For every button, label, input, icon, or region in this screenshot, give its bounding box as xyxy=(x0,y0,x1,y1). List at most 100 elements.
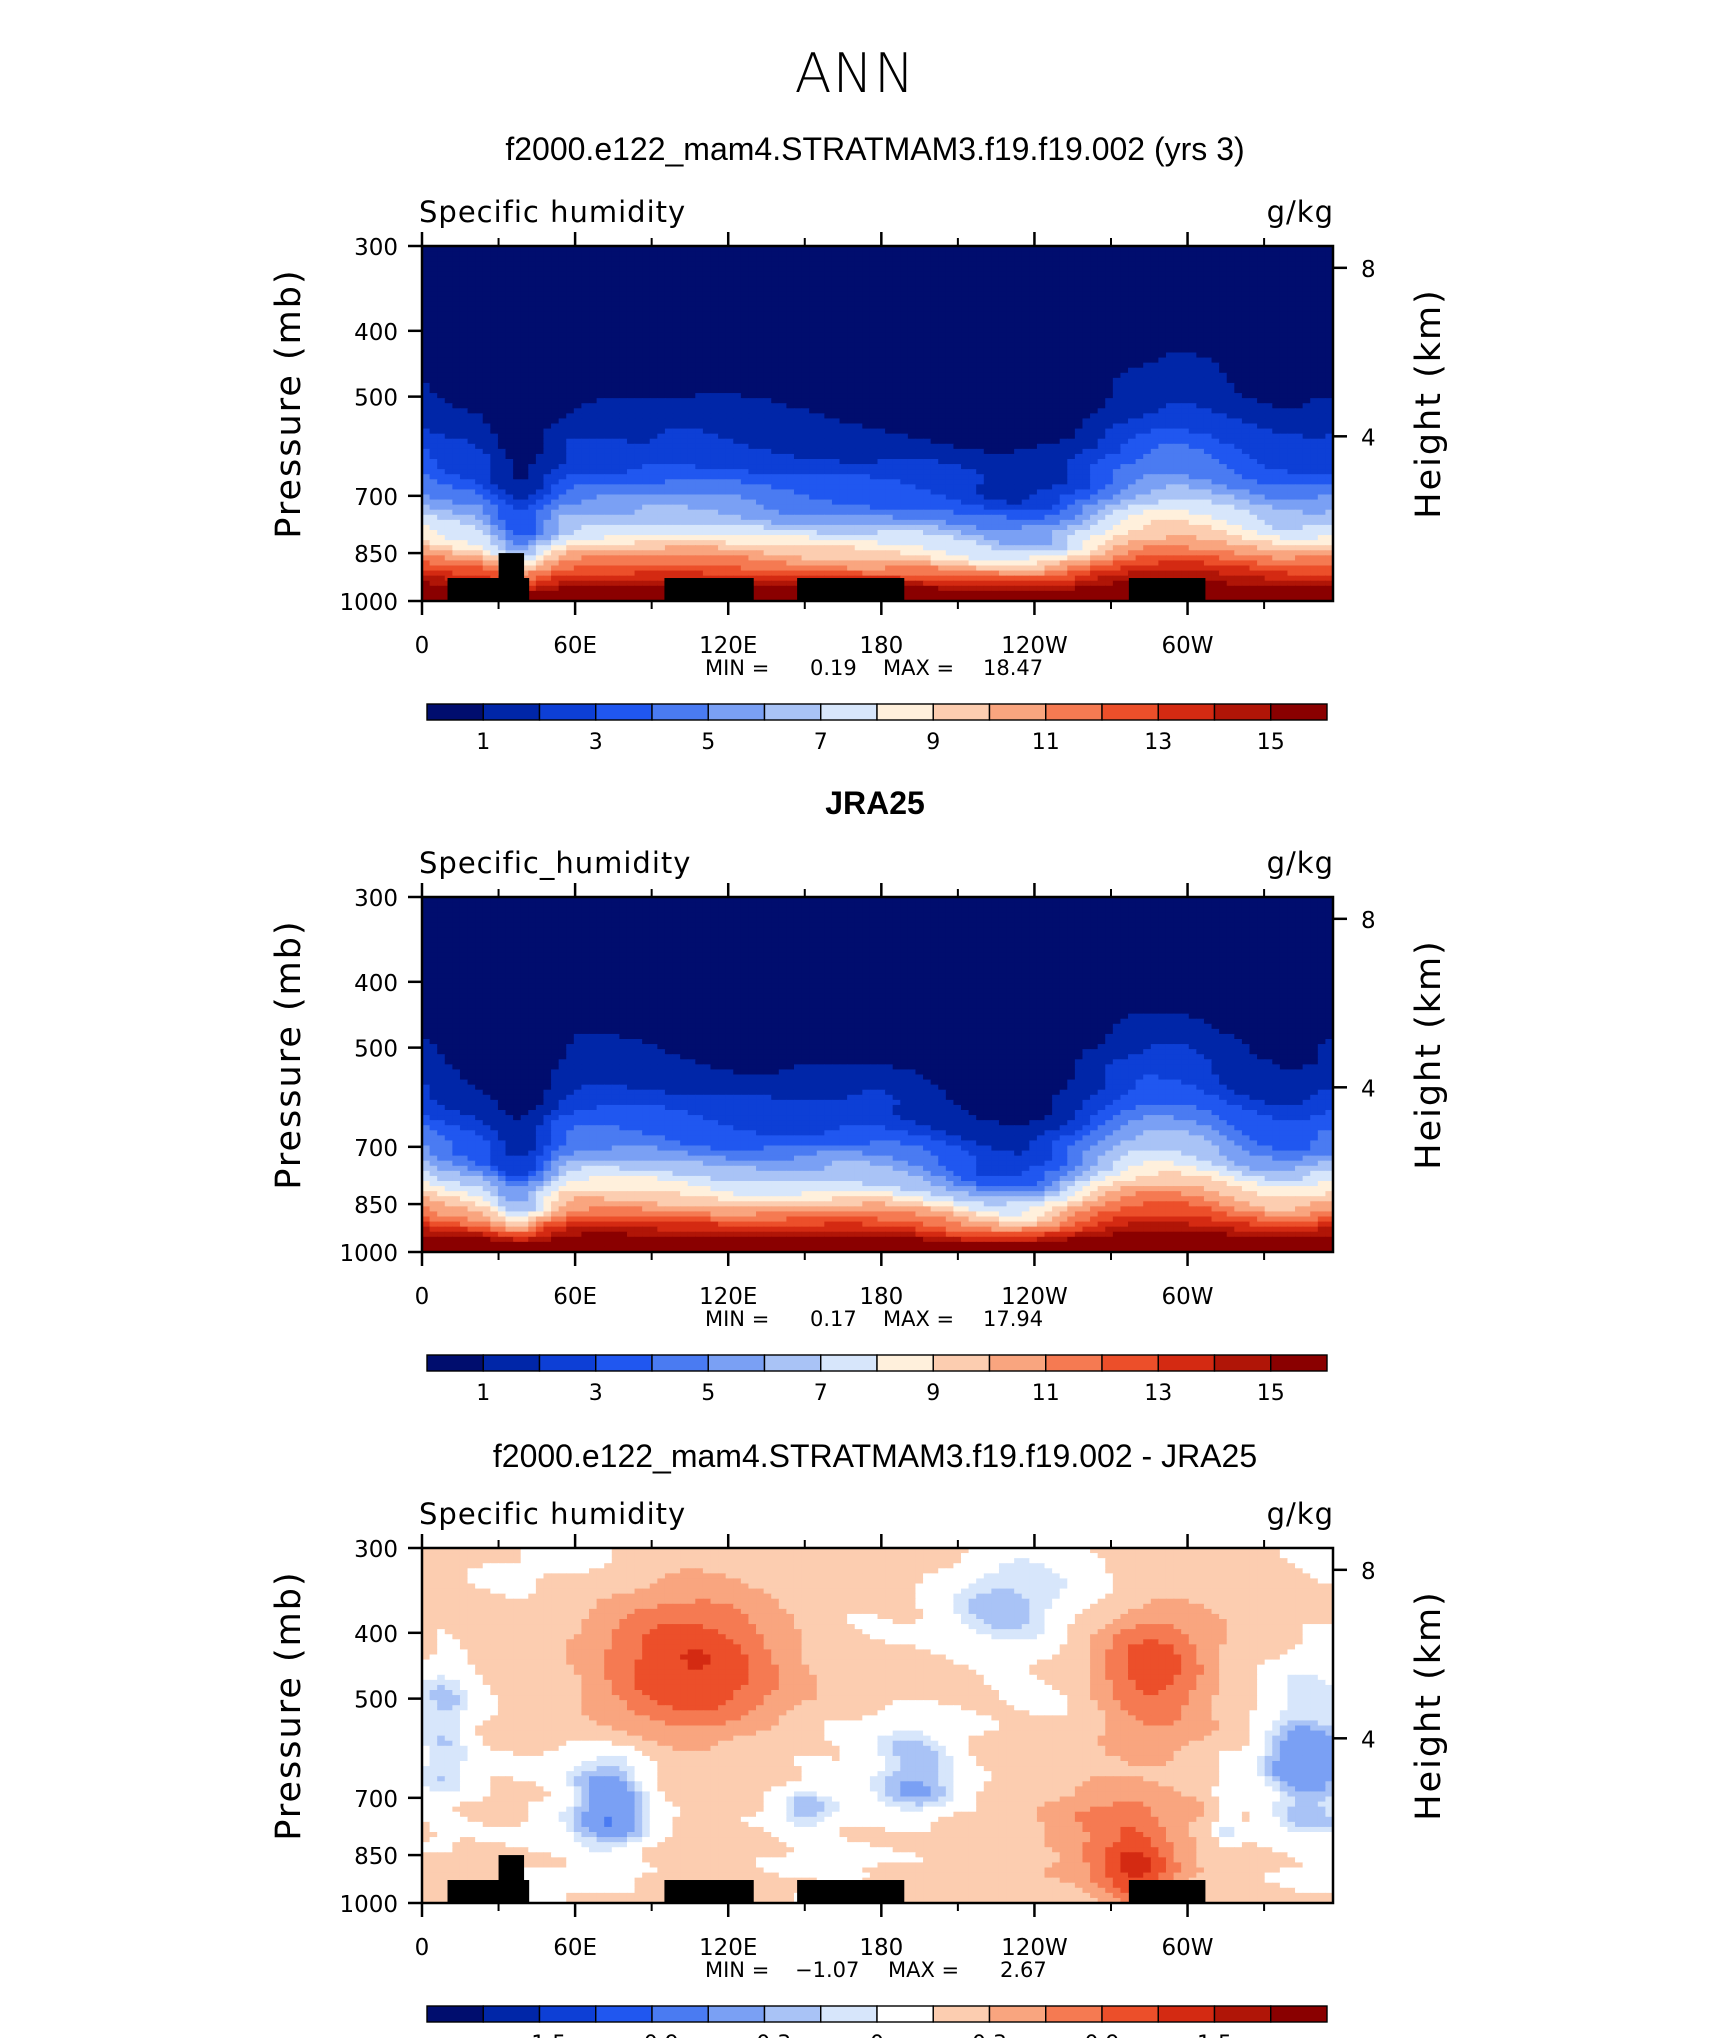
colorbar-box xyxy=(821,2006,877,2022)
right-tick-label: 4 xyxy=(1361,1727,1376,1753)
y-tick-label: 400 xyxy=(354,1622,398,1648)
variable-label: Specific humidity xyxy=(419,1497,686,1531)
colorbar-box xyxy=(708,2006,764,2022)
colorbar-box xyxy=(483,1355,539,1371)
max-label: MAX = xyxy=(883,1307,954,1331)
colorbar-label: 5 xyxy=(701,1381,715,1406)
colorbar-box xyxy=(427,1355,483,1371)
y-tick-label: 700 xyxy=(354,485,398,511)
max-value: 17.94 xyxy=(983,1307,1043,1331)
colorbar-box xyxy=(708,1355,764,1371)
colorbar-label: 11 xyxy=(1032,730,1060,755)
colorbar-box xyxy=(540,1355,596,1371)
colorbar-box xyxy=(990,1355,1046,1371)
min-value: −1.07 xyxy=(795,1958,859,1982)
colorbar-box xyxy=(483,2006,539,2022)
units-label: g/kg xyxy=(1267,846,1334,880)
colorbar-box xyxy=(990,2006,1046,2022)
y-tick-label: 700 xyxy=(354,1787,398,1813)
x-tick-label: 60E xyxy=(553,1935,597,1961)
colorbar-box xyxy=(1046,2006,1102,2022)
colorbar-label: 11 xyxy=(1032,1381,1060,1406)
colorbar-label: −0.9 xyxy=(625,2032,678,2038)
colorbar-box xyxy=(933,2006,989,2022)
right-axis-label: Height (km) xyxy=(1409,1590,1449,1821)
y-tick-label: 850 xyxy=(354,1193,398,1219)
colorbar-box xyxy=(1158,1355,1214,1371)
y-axis-label: Pressure (mb) xyxy=(269,1570,309,1840)
x-tick-label: 60E xyxy=(553,1284,597,1310)
panel-2: 0 60E 120E 180 120W 60W300400500700850100084P… xyxy=(269,846,1449,1406)
colorbar-box xyxy=(1046,704,1102,720)
y-axis-label: Pressure (mb) xyxy=(269,268,309,538)
orography-block xyxy=(797,1880,904,1903)
colorbar-label: 0.9 xyxy=(1085,2032,1120,2038)
x-tick-label: 0 xyxy=(415,633,430,659)
right-tick-label: 4 xyxy=(1361,425,1376,451)
colorbar-label: 15 xyxy=(1257,730,1285,755)
y-tick-label: 400 xyxy=(354,320,398,346)
min-value: 0.17 xyxy=(810,1307,857,1331)
min-value: 0.19 xyxy=(810,656,857,680)
colorbar-box xyxy=(821,704,877,720)
max-label: MAX = xyxy=(883,656,954,680)
y-tick-label: 1000 xyxy=(339,1892,398,1918)
right-tick-label: 8 xyxy=(1361,908,1376,934)
y-tick-label: 700 xyxy=(354,1136,398,1162)
y-tick-label: 400 xyxy=(354,971,398,997)
y-tick-label: 850 xyxy=(354,542,398,568)
colorbar-label: −0.3 xyxy=(738,2032,791,2038)
variable-label: Specific humidity xyxy=(419,195,686,229)
colorbar-box xyxy=(652,704,708,720)
colorbar-box xyxy=(990,704,1046,720)
x-tick-label: 60W xyxy=(1162,1935,1214,1961)
contour-field xyxy=(422,897,1334,1253)
colorbar-box xyxy=(540,2006,596,2022)
colorbar-box xyxy=(483,704,539,720)
y-tick-label: 300 xyxy=(354,1537,398,1563)
max-label: MAX = xyxy=(888,1958,959,1982)
colorbar-box xyxy=(1215,704,1271,720)
orography-block xyxy=(499,1855,525,1903)
contour-field xyxy=(422,1548,1334,1904)
colorbar-box xyxy=(1046,1355,1102,1371)
y-tick-label: 300 xyxy=(354,886,398,912)
colorbar-box xyxy=(596,704,652,720)
right-tick-label: 8 xyxy=(1361,257,1376,283)
right-tick-label: 8 xyxy=(1361,1559,1376,1585)
colorbar-label: 1 xyxy=(476,1381,490,1406)
colorbar-label: 0 xyxy=(870,2032,884,2038)
y-tick-label: 850 xyxy=(354,1844,398,1870)
colorbar-label: 3 xyxy=(589,730,603,755)
colorbar-box xyxy=(708,704,764,720)
colorbar-box xyxy=(1271,704,1327,720)
colorbar-label: 5 xyxy=(701,730,715,755)
colorbar-box xyxy=(877,1355,933,1371)
orography-block xyxy=(797,578,904,601)
orography-block xyxy=(1129,1880,1206,1903)
panel-3: 0 60E 120E 180 120W 60W300400500700850100084P… xyxy=(269,1497,1449,2038)
colorbar-box xyxy=(1102,2006,1158,2022)
colorbar-label: 1 xyxy=(476,730,490,755)
min-label: MIN = xyxy=(705,1958,769,1982)
max-value: 2.67 xyxy=(1000,1958,1047,1982)
colorbar-box xyxy=(821,1355,877,1371)
y-axis-label: Pressure (mb) xyxy=(269,919,309,1189)
orography-block xyxy=(664,1880,753,1903)
orography-block xyxy=(1129,578,1206,601)
y-tick-label: 300 xyxy=(354,235,398,261)
right-tick-label: 4 xyxy=(1361,1076,1376,1102)
colorbar-label: 13 xyxy=(1144,730,1172,755)
colorbar-box xyxy=(540,704,596,720)
right-axis-label: Height (km) xyxy=(1409,939,1449,1170)
colorbar-box xyxy=(765,1355,821,1371)
colorbar-label: 15 xyxy=(1257,1381,1285,1406)
y-tick-label: 500 xyxy=(354,386,398,412)
colorbar-box xyxy=(765,704,821,720)
orography-block xyxy=(499,553,525,601)
colorbar-label: 3 xyxy=(589,1381,603,1406)
colorbar-box xyxy=(1215,1355,1271,1371)
y-tick-label: 500 xyxy=(354,1688,398,1714)
colorbar-box xyxy=(1271,2006,1327,2022)
